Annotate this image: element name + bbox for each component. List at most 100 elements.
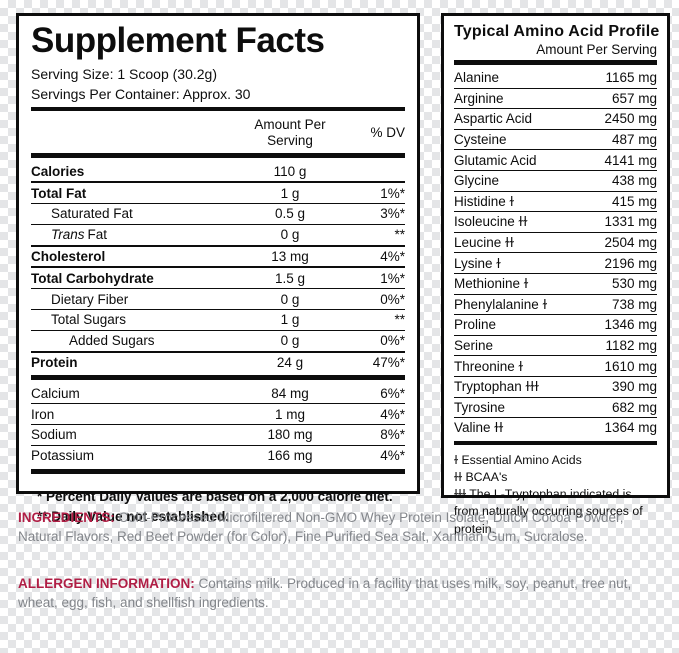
amino-amount: 682 mg	[611, 399, 657, 415]
nutrient-amount: 0 g	[280, 291, 300, 307]
amino-row-alanine: Alanine 1165 mg	[454, 68, 657, 88]
amino-amount: 738 mg	[611, 296, 657, 312]
nutrient-label: Total Fat	[31, 185, 87, 201]
amino-label: Tryptophan ɫɫɫ	[454, 379, 539, 395]
amino-row-valine: Valine ɫɫ 1364 mg	[454, 417, 657, 438]
nutrient-label: Potassium	[31, 448, 95, 464]
amount-per-serving-line2: Serving	[267, 132, 313, 148]
nutrient-row-dietary-fiber: Dietary Fiber 0 g 0%*	[31, 288, 405, 309]
amino-row-histidine: Histidine ɫ 415 mg	[454, 190, 657, 212]
nutrient-label: Total Sugars	[51, 312, 127, 328]
ingredients-heading: INGREDIENTS:	[18, 510, 115, 525]
nutrient-amount: 180 mg	[267, 427, 313, 443]
amino-label: Glycine	[454, 173, 500, 189]
nutrient-row-saturated-fat: Saturated Fat 0.5 g 3%*	[31, 203, 405, 224]
amino-acid-panel: Typical Amino Acid Profile Amount Per Se…	[441, 13, 670, 536]
amino-label: Histidine ɫ	[454, 193, 514, 209]
amino-amount: 4141 mg	[604, 152, 657, 168]
amino-amount: 657 mg	[611, 90, 657, 106]
nutrient-row-total-fat: Total Fat 1 g 1%*	[31, 181, 405, 203]
nutrient-label: Calories	[31, 163, 85, 179]
supplement-facts-title: Supplement Facts	[31, 21, 325, 60]
nutrient-dv: 6%*	[380, 385, 405, 401]
amino-label: Methionine ɫ	[454, 276, 529, 292]
amino-label: Tyrosine	[454, 399, 506, 415]
amino-label: Phenylalanine ɫ	[454, 296, 547, 312]
nutrient-label: Calcium	[31, 385, 80, 401]
amino-row-methionine: Methionine ɫ 530 mg	[454, 272, 657, 294]
amino-amount: 530 mg	[611, 276, 657, 292]
nutrient-row-added-sugars: Added Sugars 0 g 0%*	[31, 329, 405, 351]
amino-label: Threonine ɫ	[454, 358, 523, 374]
nutrient-row-calories: Calories 110 g	[31, 161, 405, 181]
amino-label: Serine	[454, 338, 494, 354]
amino-amount: 487 mg	[611, 132, 657, 148]
serving-size: Serving Size: 1 Scoop (30.2g)	[31, 66, 217, 83]
nutrient-label: Cholesterol	[31, 248, 106, 264]
amino-amount: 438 mg	[611, 173, 657, 189]
nutrient-row-cholesterol: Cholesterol 13 mg 4%*	[31, 244, 405, 267]
amino-row-leucine: Leucine ɫɫ 2504 mg	[454, 231, 657, 253]
amino-amount: 1610 mg	[604, 358, 657, 374]
nutrient-label: Trans Fat	[31, 227, 230, 242]
amino-row-glycine: Glycine 438 mg	[454, 169, 657, 191]
amino-amount: 1182 mg	[605, 338, 657, 354]
amino-amount: 2450 mg	[604, 111, 657, 127]
divider-bar	[31, 468, 405, 474]
amino-amount: 1331 mg	[604, 214, 657, 230]
amino-amount: 1346 mg	[604, 317, 657, 333]
nutrient-amount: 0 g	[280, 227, 300, 243]
allergen-text: Contains milk. Produced in a facility th…	[18, 576, 632, 611]
amino-row-glutamic-acid: Glutamic Acid 4141 mg	[454, 149, 657, 170]
allergen-heading: ALLERGEN INFORMATION:	[18, 576, 195, 591]
divider-bar	[31, 107, 405, 112]
nutrient-label: Protein	[31, 354, 78, 370]
footnote-daily-values: * Percent Daily Values are based on a 2,…	[37, 488, 393, 504]
amino-label: Leucine ɫɫ	[454, 235, 514, 251]
amino-legend-bcaa: ɫɫ BCAA's	[454, 469, 508, 484]
amino-label: Arginine	[454, 90, 504, 106]
nutrient-label-rest: Fat	[87, 227, 108, 243]
supplement-facts-panel: Supplement Facts Serving Size: 1 Scoop (…	[16, 13, 420, 524]
amino-acid-subtitle: Amount Per Serving	[536, 42, 657, 57]
divider-bar	[454, 60, 657, 65]
nutrient-amount: 1 mg	[274, 406, 305, 422]
amino-legend-tryptophan-note: ɫɫɫ The L-Tryptophan indicated is from n…	[454, 487, 643, 536]
nutrient-label: Sodium	[31, 427, 77, 443]
nutrient-dv: 1%*	[380, 270, 405, 286]
nutrient-label: Dietary Fiber	[51, 291, 129, 307]
nutrient-dv: **	[394, 227, 405, 243]
nutrient-dv: 4%*	[380, 406, 405, 422]
nutrient-label-italic: Trans	[51, 227, 85, 243]
amino-row-proline: Proline 1346 mg	[454, 314, 657, 335]
nutrient-dv: 0%*	[380, 291, 405, 307]
nutrient-amount: 0.5 g	[274, 206, 306, 222]
nutrient-row-iron: Iron 1 mg 4%*	[31, 403, 405, 424]
amount-per-serving-line1: Amount Per	[254, 117, 326, 133]
amino-row-arginine: Arginine 657 mg	[454, 87, 657, 109]
amino-row-serine: Serine 1182 mg	[454, 334, 657, 356]
percent-dv-header: % DV	[370, 125, 405, 141]
amino-amount: 1165 mg	[605, 70, 657, 86]
nutrient-amount: 1.5 g	[274, 270, 306, 286]
divider-bar	[454, 440, 657, 445]
divider-bar	[31, 375, 405, 381]
nutrient-amount: 110 g	[273, 163, 307, 179]
amino-label: Lysine ɫ	[454, 255, 501, 271]
amino-row-lysine: Lysine ɫ 2196 mg	[454, 252, 657, 273]
column-header-row: Amount Per Serving % DV	[31, 114, 405, 150]
amino-label: Valine ɫɫ	[454, 420, 504, 436]
ingredients-text: Cold-Processed Microfiltered Non-GMO Whe…	[18, 510, 624, 545]
nutrient-label: Saturated Fat	[51, 206, 133, 222]
servings-per-container: Servings Per Container: Approx. 30	[31, 85, 251, 102]
amino-acid-title: Typical Amino Acid Profile	[454, 23, 660, 40]
nutrient-dv: **	[394, 312, 405, 328]
nutrient-row-potassium: Potassium 166 mg 4%*	[31, 444, 405, 466]
amino-label: Isoleucine ɫɫ	[454, 214, 528, 230]
nutrient-row-calcium: Calcium 84 mg 6%*	[31, 383, 405, 403]
amino-label: Glutamic Acid	[454, 152, 537, 168]
nutrient-dv: 8%*	[380, 427, 405, 443]
amino-amount: 390 mg	[611, 379, 657, 395]
nutrient-amount: 24 g	[276, 354, 304, 370]
amino-amount: 2504 mg	[604, 235, 657, 251]
